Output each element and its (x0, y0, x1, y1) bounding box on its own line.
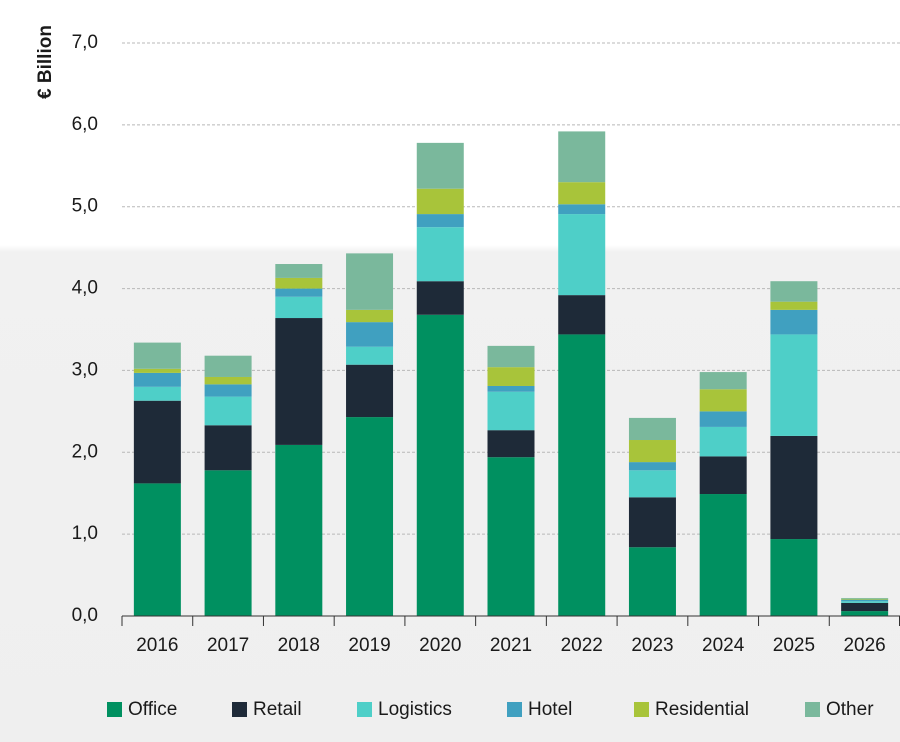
bar-segment (204, 355, 252, 377)
x-tick-label: 2018 (278, 635, 320, 656)
legend-swatch (507, 702, 522, 717)
bar-segment (275, 264, 323, 278)
bar-segment (558, 182, 606, 205)
bar-segment (346, 364, 394, 418)
legend-swatch (805, 702, 820, 717)
bar-segment (133, 342, 181, 369)
x-tick-label: 2016 (136, 635, 178, 656)
bar-segment (133, 372, 181, 387)
bar-segment (628, 470, 676, 498)
bar-segment (770, 301, 818, 310)
bar-segment (204, 396, 252, 426)
legend-label: Residential (655, 699, 749, 720)
bar-segment (699, 494, 747, 616)
bar-segment (841, 602, 889, 612)
bar-segment (487, 391, 535, 431)
bar-segment (841, 611, 889, 616)
bar-segment (628, 497, 676, 548)
x-tick-label: 2022 (561, 635, 603, 656)
x-tick-label: 2021 (490, 635, 532, 656)
bar-segment (346, 309, 394, 323)
bar-segment (416, 188, 464, 215)
bar-segment (416, 227, 464, 282)
legend-label: Logistics (378, 699, 452, 720)
bar-segment (133, 483, 181, 616)
bar-segment (770, 435, 818, 540)
bar-segment (841, 597, 889, 599)
bar-segment (699, 411, 747, 427)
bar-segment (770, 309, 818, 335)
bar-segment (275, 277, 323, 289)
bar-segment (628, 417, 676, 441)
bar-segment (841, 601, 889, 603)
bar-segment (133, 368, 181, 373)
bar-segment (416, 281, 464, 315)
y-tick-label: 3,0 (72, 359, 98, 380)
x-tick-label: 2020 (419, 635, 461, 656)
x-tick-label: 2023 (631, 635, 673, 656)
x-tick-label: 2025 (773, 635, 815, 656)
y-tick-label: 0,0 (72, 605, 98, 626)
bar-segment (558, 214, 606, 296)
bar-segment (487, 345, 535, 368)
legend-label: Retail (253, 699, 302, 720)
bar-segment (558, 295, 606, 335)
bar-segment (416, 314, 464, 616)
bar-segment (699, 426, 747, 457)
y-tick-label: 4,0 (72, 278, 98, 299)
bar-segment (346, 322, 394, 347)
bar-segment (133, 386, 181, 401)
legend-swatch (634, 702, 649, 717)
bar-segment (699, 456, 747, 495)
legend-label: Hotel (528, 699, 572, 720)
x-tick-label: 2019 (348, 635, 390, 656)
bar-segment (699, 389, 747, 412)
bar-segment (770, 334, 818, 436)
legend-label: Office (128, 699, 177, 720)
bar-segment (558, 334, 606, 616)
y-tick-label: 1,0 (72, 523, 98, 544)
legend-label: Other (826, 699, 874, 720)
bar-segment (699, 372, 747, 390)
bar-segment (770, 539, 818, 616)
x-tick-label: 2017 (207, 635, 249, 656)
bar-segment (841, 599, 889, 602)
bar-segment (841, 598, 889, 600)
bar-segment (204, 376, 252, 385)
y-axis-label: € Billion (35, 25, 56, 99)
bar-segment (628, 547, 676, 616)
bar-segment (416, 214, 464, 228)
y-tick-label: 7,0 (72, 32, 98, 53)
bar-segment (628, 462, 676, 471)
legend-swatch (357, 702, 372, 717)
bar-segment (487, 367, 535, 386)
y-tick-label: 2,0 (72, 441, 98, 462)
bar-segment (628, 440, 676, 463)
x-tick-label: 2026 (843, 635, 885, 656)
legend-swatch (107, 702, 122, 717)
bar-segment (346, 417, 394, 616)
bar-segment (204, 470, 252, 616)
bar-segment (487, 385, 535, 392)
y-tick-label: 6,0 (72, 114, 98, 135)
bar-segment (275, 288, 323, 297)
bar-segment (558, 131, 606, 183)
bar-segment (204, 425, 252, 471)
bar-segment (770, 281, 818, 302)
bar-segment (487, 430, 535, 458)
bar-segment (346, 346, 394, 365)
y-tick-label: 5,0 (72, 196, 98, 217)
bar-segment (346, 253, 394, 310)
legend-swatch (232, 702, 247, 717)
bar-segment (204, 384, 252, 397)
bar-segment (275, 444, 323, 616)
x-tick-label: 2024 (702, 635, 745, 656)
bar-segment (275, 318, 323, 445)
bar-segment (416, 142, 464, 189)
bar-segment (558, 204, 606, 215)
bar-segment (487, 457, 535, 616)
bar-segment (275, 296, 323, 319)
bar-segment (133, 400, 181, 484)
